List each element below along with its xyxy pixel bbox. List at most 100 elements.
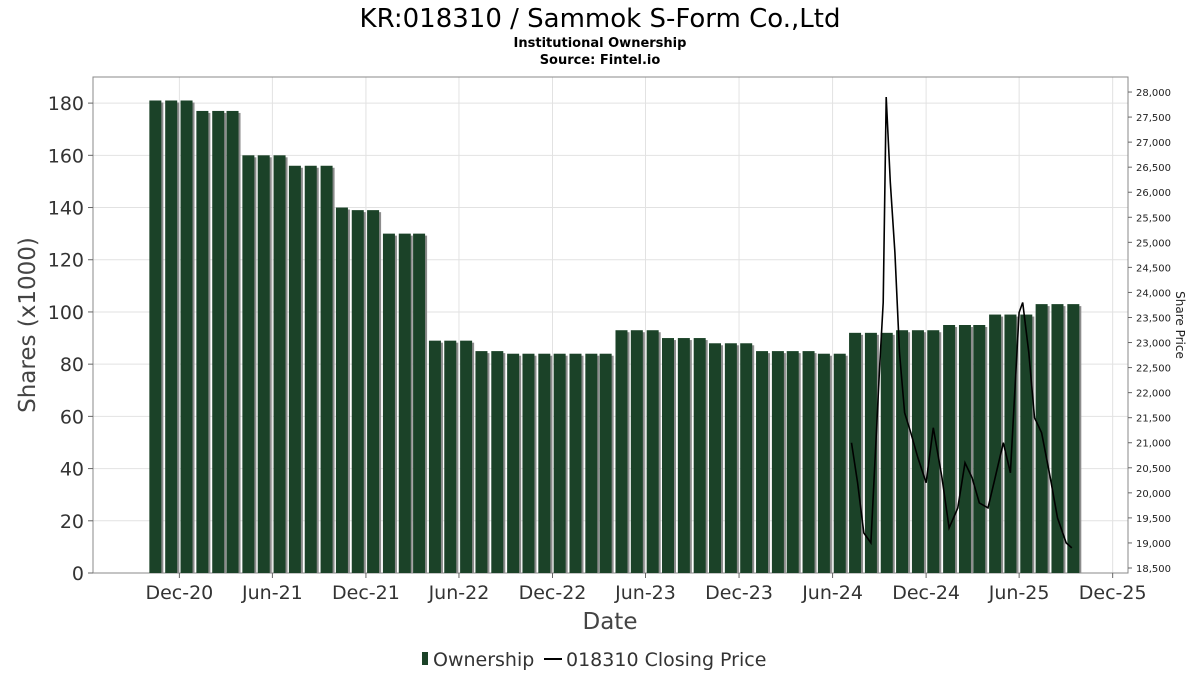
- ownership-bar: [880, 332, 893, 573]
- ownership-bar: [444, 340, 457, 573]
- ownership-bar: [585, 353, 598, 573]
- ownership-bar: [569, 353, 582, 573]
- y2-tick-label: 26,500: [1136, 163, 1171, 174]
- ownership-bar: [242, 155, 255, 573]
- ownership-bar: [304, 165, 317, 574]
- ownership-bar: [320, 165, 333, 574]
- ownership-bar: [615, 330, 628, 573]
- ownership-bar: [677, 338, 690, 573]
- ownership-bar: [864, 332, 877, 573]
- y-tick-label: 20: [60, 511, 84, 533]
- y2-tick-label: 25,000: [1136, 238, 1171, 249]
- ownership-bar: [507, 353, 520, 573]
- ownership-bar: [1004, 314, 1017, 573]
- ownership-bar: [428, 340, 441, 573]
- x-axis-label: Date: [583, 609, 638, 635]
- ownership-bar: [833, 353, 846, 573]
- ownership-bar: [973, 325, 986, 573]
- y2-tick-label: 18,500: [1136, 564, 1171, 575]
- ownership-bar: [943, 325, 956, 573]
- y2-tick-label: 23,000: [1136, 339, 1171, 350]
- y-tick-label: 140: [48, 198, 84, 220]
- ownership-bar: [165, 100, 178, 573]
- ownership-bar: [257, 155, 270, 573]
- ownership-bar: [398, 233, 411, 573]
- ownership-bar: [382, 233, 395, 573]
- y2-tick-label: 19,500: [1136, 514, 1171, 525]
- chart-subtitle: Institutional Ownership: [514, 36, 687, 51]
- y2-tick-label: 20,000: [1136, 489, 1171, 500]
- y2-tick-label: 28,000: [1136, 88, 1171, 99]
- ownership-bar: [724, 343, 737, 573]
- y-axis-right: 18,500 19,000 19,500 20,000 20,500 21,000 21,5…: [1128, 88, 1171, 575]
- y-tick-label: 80: [60, 354, 84, 376]
- ownership-bar: [786, 351, 799, 573]
- ownership-bar: [1035, 304, 1048, 573]
- ownership-bar: [273, 155, 286, 573]
- ownership-bar: [1051, 304, 1064, 573]
- chart-source: Source: Fintel.io: [540, 53, 661, 68]
- y2-tick-label: 25,500: [1136, 213, 1171, 224]
- ownership-bar: [212, 110, 225, 574]
- ownership-bar: [662, 338, 674, 573]
- y-axis-left: 0 20 40 60 80 100 120 140 160 180: [48, 93, 93, 585]
- ownership-bar: [927, 330, 940, 573]
- ownership-bar: [896, 330, 909, 573]
- ownership-bar: [367, 210, 380, 573]
- x-tick-label: Jun-24: [801, 582, 863, 604]
- y-tick-label: 120: [48, 250, 84, 272]
- ownership-bar: [1020, 314, 1033, 573]
- ownership-bar: [413, 233, 426, 573]
- x-tick-label: Dec-22: [519, 582, 587, 604]
- ownership-bar: [911, 330, 924, 573]
- ownership-bar: [288, 165, 301, 574]
- y2-tick-label: 24,500: [1136, 263, 1171, 274]
- ownership-bar: [630, 330, 643, 573]
- y2-tick-label: 19,000: [1136, 539, 1171, 550]
- y-tick-label: 60: [60, 406, 84, 428]
- y2-tick-label: 22,000: [1136, 389, 1171, 400]
- ownership-bar: [646, 330, 659, 573]
- ownership-bar: [522, 353, 535, 573]
- ownership-bar: [817, 353, 830, 573]
- x-axis: Dec-20 Jun-21 Dec-21 Jun-22 Dec-22 Jun-23 Dec-…: [145, 573, 1147, 604]
- x-tick-label: Jun-22: [428, 582, 490, 604]
- ownership-bar: [553, 353, 566, 573]
- x-tick-label: Jun-21: [241, 582, 303, 604]
- y2-tick-label: 22,500: [1136, 364, 1171, 375]
- x-tick-label: Jun-23: [614, 582, 676, 604]
- ownership-bar: [693, 338, 706, 573]
- ownership-bar: [756, 351, 769, 573]
- y-tick-label: 0: [72, 563, 84, 585]
- y2-tick-label: 27,000: [1136, 138, 1171, 149]
- ownership-bar: [989, 314, 1002, 573]
- y2-tick-label: 24,000: [1136, 288, 1171, 299]
- ownership-bar: [351, 210, 364, 573]
- ownership-bar: [958, 325, 971, 573]
- chart-title: KR:018310 / Sammok S-Form Co.,Ltd: [360, 4, 841, 34]
- ownership-bar: [1067, 304, 1080, 573]
- legend: Ownership 018310 Closing Price: [422, 649, 766, 671]
- y-tick-label: 100: [48, 302, 84, 324]
- ownership-bar: [180, 100, 193, 573]
- ownership-bar: [226, 110, 239, 574]
- price-line-group: [850, 96, 1073, 549]
- y2-tick-label: 27,500: [1136, 113, 1171, 124]
- y2-tick-label: 21,500: [1136, 414, 1171, 425]
- y-axis-label: Shares (x1000): [15, 237, 41, 413]
- ownership-bar: [802, 351, 815, 573]
- ownership-bar: [196, 110, 209, 574]
- x-tick-label: Dec-20: [145, 582, 213, 604]
- ownership-bar: [460, 340, 473, 573]
- ownership-bar: [335, 207, 348, 574]
- y2-tick-label: 21,000: [1136, 439, 1171, 450]
- ownership-bars: [149, 100, 1082, 574]
- y-tick-label: 40: [60, 459, 84, 481]
- y2-tick-label: 26,000: [1136, 188, 1171, 199]
- legend-ownership-swatch: [422, 652, 428, 665]
- x-tick-label: Dec-23: [705, 582, 773, 604]
- legend-price-label: 018310 Closing Price: [566, 649, 766, 671]
- x-tick-label: Dec-24: [892, 582, 960, 604]
- ownership-bar: [709, 343, 722, 573]
